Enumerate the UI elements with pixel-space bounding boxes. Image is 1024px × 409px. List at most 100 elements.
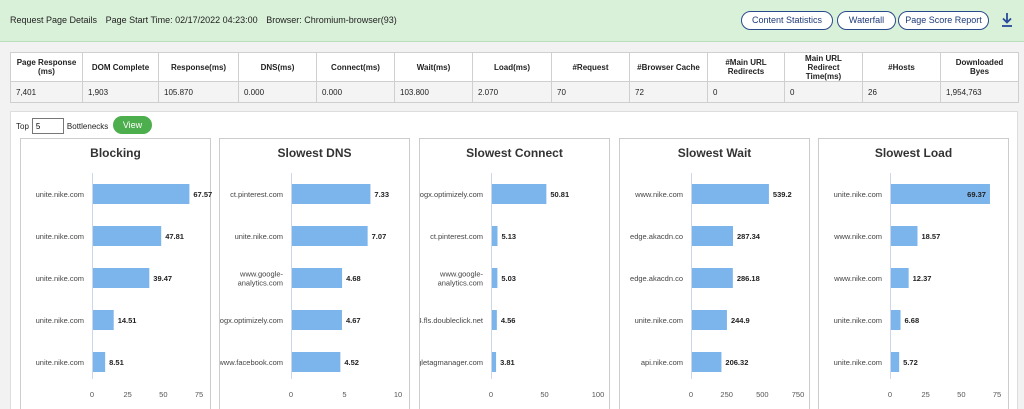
val-dns: 0.000 xyxy=(238,81,317,103)
chart-title: Blocking xyxy=(90,146,141,160)
col-main-url-redirect-time: Main URL Redirect Time(ms) xyxy=(784,52,863,82)
category-label: edge.akacdn.co xyxy=(630,232,683,241)
page-header: Request Page Details Page Start Time: 02… xyxy=(0,0,1024,42)
chart-plot: ct.pinterest.com 7.33 unite.nike.com 7.07 ww… xyxy=(220,173,402,399)
value-label: 6.68 xyxy=(905,316,920,325)
bar xyxy=(692,226,733,246)
page-stats-table: Page Response (ms) DOM Complete Response… xyxy=(10,52,1019,103)
category-label: edge.akacdn.co xyxy=(630,274,683,283)
category-label: www.nike.com xyxy=(833,274,882,283)
val-wait: 103.800 xyxy=(394,81,473,103)
view-button[interactable]: View xyxy=(113,116,152,134)
col-page-response: Page Response (ms) xyxy=(10,52,83,82)
category-label: unite.nike.com xyxy=(36,190,84,199)
val-dom-complete: 1,903 xyxy=(82,81,159,103)
tick-label: 250 xyxy=(720,390,733,399)
bar xyxy=(292,310,342,330)
waterfall-button[interactable]: Waterfall xyxy=(837,11,896,30)
category-label: unite.nike.com xyxy=(36,274,84,283)
category-label: analytics.com xyxy=(438,279,483,288)
value-label: 39.47 xyxy=(153,274,172,283)
value-label: 7.07 xyxy=(372,232,387,241)
page-score-report-button[interactable]: Page Score Report xyxy=(898,11,989,30)
value-label: 4.56 xyxy=(501,316,516,325)
col-downloaded-bytes: Downloaded Byes xyxy=(940,52,1019,82)
chart-plot: unite.nike.com 67.57 unite.nike.com 47.81 un… xyxy=(36,173,212,399)
bar xyxy=(891,268,909,288)
value-label: 5.03 xyxy=(501,274,516,283)
category-label: analytics.com xyxy=(238,279,283,288)
page-title: Request Page Details xyxy=(10,15,98,25)
category-label: unite.nike.com xyxy=(834,190,882,199)
tick-label: 50 xyxy=(957,390,965,399)
value-label: 244.9 xyxy=(731,316,750,325)
bar xyxy=(492,310,497,330)
chart-slowest-wait: Slowest Wait www.nike.com 539.2 edge.akacd… xyxy=(619,138,810,409)
chart-slowest-load: Slowest Load unite.nike.com 69.37 www.nike… xyxy=(818,138,1009,409)
stats-header-row: Page Response (ms) DOM Complete Response… xyxy=(10,52,1019,82)
chart-title: Slowest Wait xyxy=(677,146,752,160)
tick-label: 100 xyxy=(592,390,605,399)
val-main-url-redirect-time: 0 xyxy=(784,81,863,103)
val-requests: 70 xyxy=(551,81,630,103)
tick-label: 750 xyxy=(792,390,805,399)
chart-plot: unite.nike.com 69.37 www.nike.com 18.57 www.… xyxy=(833,173,1001,399)
bar xyxy=(891,226,918,246)
value-label: 287.34 xyxy=(737,232,761,241)
col-dom-complete: DOM Complete xyxy=(82,52,159,82)
bar xyxy=(492,352,497,372)
category-label: unite.nike.com xyxy=(36,232,84,241)
bar xyxy=(93,184,190,204)
tick-label: 75 xyxy=(195,390,203,399)
tick-label: 25 xyxy=(921,390,929,399)
value-label: 67.57 xyxy=(193,190,212,199)
bar xyxy=(692,310,727,330)
bar xyxy=(93,352,106,372)
bar xyxy=(692,184,769,204)
bar xyxy=(692,352,722,372)
col-dns: DNS(ms) xyxy=(238,52,317,82)
top-count-input[interactable] xyxy=(31,118,64,134)
chart-title: Slowest Load xyxy=(874,146,953,160)
tick-label: 25 xyxy=(123,390,131,399)
value-label: 47.81 xyxy=(165,232,184,241)
stats-value-row: 7,401 1,903 105.870 0.000 0.000 103.800 … xyxy=(10,81,1019,103)
bottlenecks-label: Bottlenecks xyxy=(66,121,109,131)
category-label: logx.optimizely.com xyxy=(220,316,283,325)
val-response: 105.870 xyxy=(158,81,239,103)
tick-label: 0 xyxy=(689,390,693,399)
value-label: 12.37 xyxy=(913,274,932,283)
bar xyxy=(492,184,547,204)
category-label: www.googletagmanager.com xyxy=(420,358,483,367)
col-response: Response(ms) xyxy=(158,52,239,82)
category-label: unite.nike.com xyxy=(235,232,283,241)
bar xyxy=(492,268,498,288)
category-label: www.facebook.com xyxy=(220,358,283,367)
value-label: 206.32 xyxy=(725,358,748,367)
category-label: ct.pinterest.com xyxy=(430,232,483,241)
value-label: 8.51 xyxy=(109,358,124,367)
val-hosts: 26 xyxy=(862,81,941,103)
tick-label: 50 xyxy=(540,390,548,399)
bar xyxy=(492,226,498,246)
bar xyxy=(891,352,900,372)
category-label: www.google- xyxy=(239,270,283,279)
bar xyxy=(891,310,901,330)
chart-slowest-dns: Slowest DNS ct.pinterest.com 7.33 unite.ni… xyxy=(219,138,410,409)
val-load: 2.070 xyxy=(472,81,552,103)
tick-label: 0 xyxy=(90,390,94,399)
bar xyxy=(93,226,162,246)
tick-label: 0 xyxy=(888,390,892,399)
value-label: 539.2 xyxy=(773,190,792,199)
value-label: 286.18 xyxy=(737,274,760,283)
tick-label: 50 xyxy=(159,390,167,399)
val-page-response: 7,401 xyxy=(10,81,83,103)
val-browser-cache: 72 xyxy=(629,81,708,103)
value-label: 50.81 xyxy=(550,190,569,199)
chart-plot: logx.optimizely.com 50.81 ct.pinterest.com… xyxy=(420,173,605,399)
col-hosts: #Hosts xyxy=(862,52,941,82)
download-icon[interactable] xyxy=(1000,12,1014,28)
content-statistics-button[interactable]: Content Statistics xyxy=(741,11,833,30)
val-downloaded-bytes: 1,954,763 xyxy=(940,81,1019,103)
top-bottlenecks-control: Top Bottlenecks xyxy=(16,118,108,134)
